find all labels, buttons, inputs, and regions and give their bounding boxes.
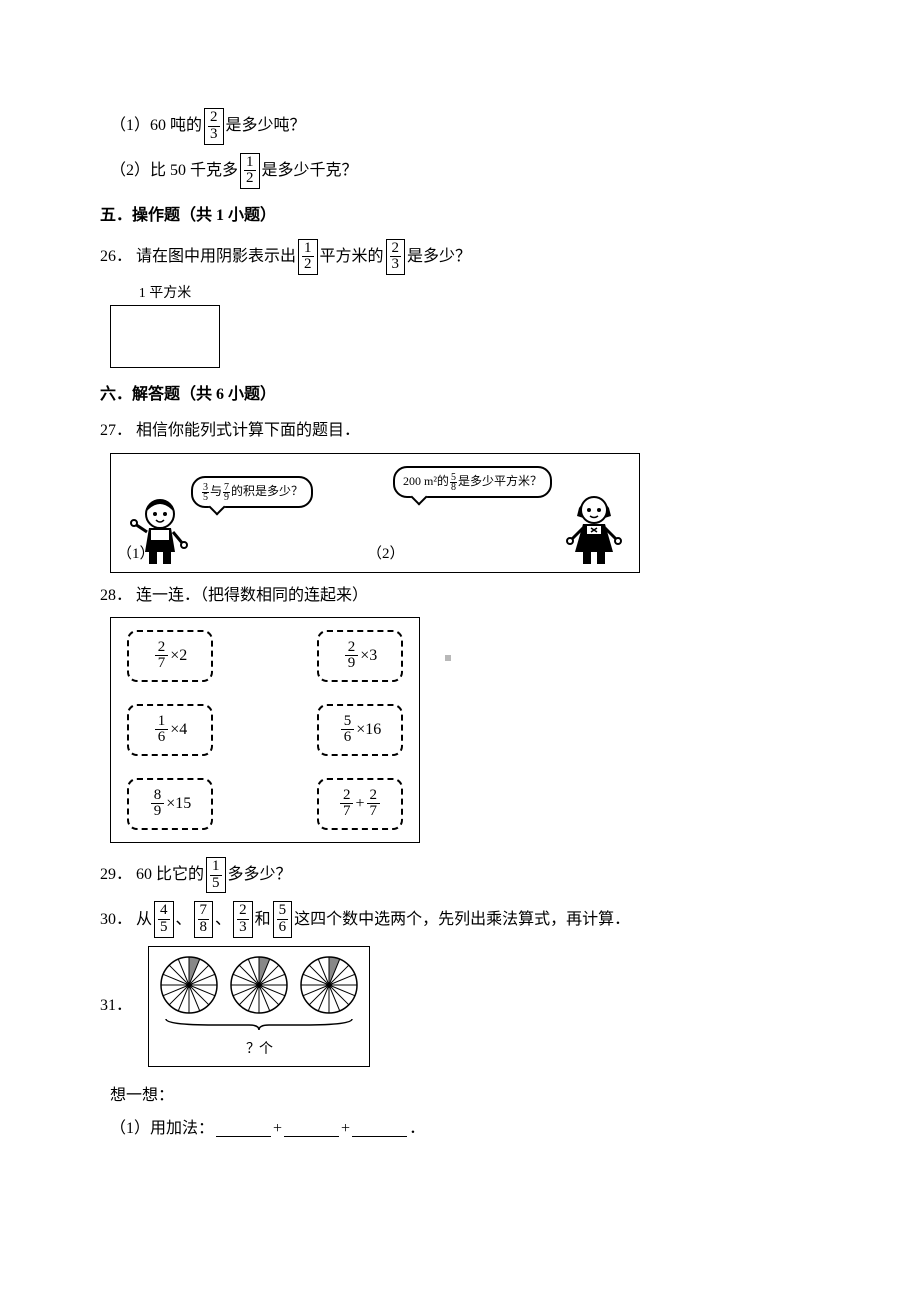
text: （1）60 吨的 [110,113,202,139]
fraction: 45 [154,901,174,938]
q-number: 31． [100,993,132,1019]
text: 是多少？ [407,244,471,270]
kid-right-icon [561,486,627,566]
q-number: 26． [100,244,132,270]
fraction: 23 [233,901,253,938]
section-5-heading: 五．操作题（共 1 小题） [100,203,820,229]
q31-sub1: （1）用加法： + + ． [100,1116,820,1142]
figure-right: 200 m²的58是多少平方米？ （2） [375,462,629,568]
fraction: 2 3 [204,108,224,145]
pie-figure: ？个 [148,946,370,1067]
text: （2）比 50 千克多 [110,158,238,184]
blank-input[interactable] [352,1121,407,1137]
figure-label-1: （1） [117,542,155,566]
fraction: 79 [223,483,230,502]
fraction: 1 2 [240,153,260,190]
fraction: 78 [194,901,214,938]
q31: 31． ？个 [100,946,820,1067]
q26: 26． 请在图中用阴影表示出 1 2 平方米的 2 3 是多少？ [100,239,820,276]
match-cell: 16×4 [127,704,213,756]
speech-bubble-left: 35与79的积是多少？ [191,476,313,508]
brace-icon [164,1017,354,1031]
pie-icon [299,955,359,1015]
worksheet-page: （1）60 吨的 2 3 是多少吨？ （2）比 50 千克多 1 2 是多少千克… [0,0,920,1210]
text: 平方米的 [320,244,384,270]
q27: 27． 相信你能列式计算下面的题目． [100,418,820,444]
figure-left: 35与79的积是多少？ （1） [121,462,375,568]
match-cell: 27×2 [127,630,213,682]
section-6-heading: 六．解答题（共 6 小题） [100,382,820,408]
match-cell: 27+27 [317,778,403,830]
q-number: 30． [100,907,132,933]
q-sub2: （2）比 50 千克多 1 2 是多少千克？ [100,153,820,190]
q-number: 29． [100,862,132,888]
fraction: 56 [273,901,293,938]
q27-figure: 35与79的积是多少？ （1） 200 m²的58是多少平方米？ [110,453,640,573]
fraction: 35 [202,483,209,502]
q29: 29． 60 比它的 1 5 多多少？ [100,857,820,894]
match-cell: 56×16 [317,704,403,756]
blank-input[interactable] [216,1121,271,1137]
page-marker-icon [445,655,451,661]
fraction: 1 2 [298,239,318,276]
pie-icon [229,955,289,1015]
match-grid: 27×2 29×3 16×4 56×16 89×15 27+27 [110,617,420,843]
text: （1）用加法： [110,1116,214,1142]
figure-label-2: （2） [367,542,405,566]
q-number: 27． [100,418,132,444]
fraction: 2 3 [386,239,406,276]
text: 是多少千克？ [262,158,358,184]
text: 这四个数中选两个，先列出乘法算式，再计算． [294,907,630,933]
q28: 28． 连一连．（把得数相同的连起来） [100,583,820,609]
blank-input[interactable] [284,1121,339,1137]
text: 请在图中用阴影表示出 [136,244,296,270]
q-number: 28． [100,583,132,609]
q-sub1: （1）60 吨的 2 3 是多少吨？ [100,108,820,145]
text: 从 [136,907,152,933]
speech-bubble-right: 200 m²的58是多少平方米？ [393,466,552,498]
fraction: 1 5 [206,857,226,894]
match-cell: 89×15 [127,778,213,830]
brace-label: ？个 [159,1039,359,1061]
text: 是多少吨？ [226,113,306,139]
brace: ？个 [159,1017,359,1062]
fraction: 58 [450,473,457,492]
match-cell: 29×3 [317,630,403,682]
box-label: 1 平方米 [110,283,220,306]
text: 多多少？ [228,862,292,888]
pie-icon [159,955,219,1015]
text: 连一连．（把得数相同的连起来） [136,583,368,609]
q30: 30． 从 45 、 78 、 23 和 56 这四个数中选两个，先列出乘法算式… [100,901,820,938]
text: 相信你能列式计算下面的题目． [136,418,360,444]
text: 60 比它的 [136,862,204,888]
square-meter-box: 1 平方米 [110,283,220,368]
think-label: 想一想： [110,1083,820,1109]
